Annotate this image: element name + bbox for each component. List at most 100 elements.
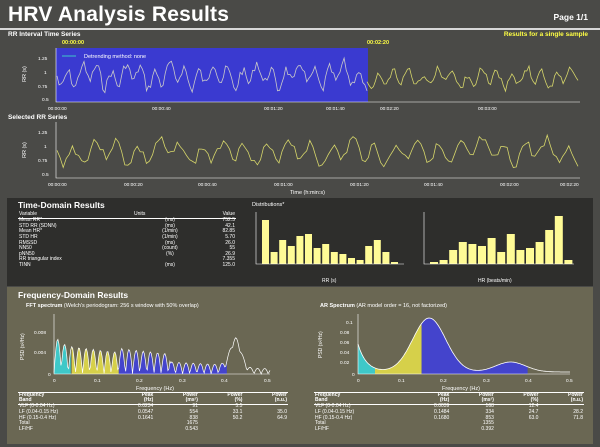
table-cell: 91 [192,403,198,410]
hf-band [421,318,528,374]
histogram-bar [487,238,496,264]
table-cell: 752.5 [222,217,235,224]
histogram-bar [545,230,554,264]
table-cell: 7.355 [222,256,235,263]
table-cell: 0.392 [481,425,494,432]
x-tick: 00:03:00 [478,106,497,112]
col-header: (ms²) [185,397,198,404]
table-row: LF (0.04-0.15 Hz) 0.0547 554 33.1 35.0 [18,408,288,416]
histogram-bar [391,262,398,264]
table-cell: Total [19,420,30,427]
y-tick: 0 [352,372,355,378]
x-tick: 0.1 [398,378,405,384]
histogram-bar [262,220,269,264]
y-tick: 0.75 [38,158,48,164]
rr-line-selected [56,56,368,94]
window-end-time: 00:02:20 [367,40,390,46]
y-tick: 0.1 [346,320,353,326]
x-tick: 00:01:00 [274,182,293,188]
x-tick: 00:00:00 [48,106,67,112]
fft-title: FFT spectrum [26,303,63,309]
col-header: Power [271,391,287,398]
y-tick: 0.5 [42,97,49,103]
rr-axes [55,48,580,103]
table-row: STD RR (SDNN) (ms) 42.1 [18,222,236,230]
hr-distribution-chart: HR (beats/min) [423,212,574,284]
x-axis-label: Frequency (Hz) [136,386,174,392]
table-row: Total 1355 [314,421,584,427]
col-header: (Hz) [143,397,154,404]
x-tick: 0.4 [525,378,532,384]
selection-window[interactable] [56,48,368,102]
fft-spectrum-chart: 0.008 0.004 0 PSD (s²/Hz) 0 0.1 0.2 0.3 … [20,314,271,392]
table-cell: 168 [485,403,494,410]
y-tick: 1.25 [38,56,48,62]
y-tick: 0.004 [34,350,46,356]
table-cell: pNN50 [19,250,35,257]
header-divider [0,28,600,30]
col-header: Variable [19,211,37,217]
col-header: Power [227,391,243,398]
y-tick: 0 [48,372,51,378]
report-title: HRV Analysis Results [8,3,230,26]
table-cell: 35.0 [277,408,287,415]
table-cell [406,427,451,433]
table-cell: HF (0.15-0.4 Hz) [19,414,57,421]
x-tick: 0.3 [179,378,186,384]
table-cell: 0.1484 [434,408,450,415]
table-row: Total 1675 [18,421,288,427]
table-cell: RR triangular index [19,256,62,263]
window-start-time: 00:00:00 [62,40,85,46]
table-cell: (count) [162,245,178,252]
x-tick: 0.4 [221,378,228,384]
x-tick: 0.1 [94,378,101,384]
histogram-bar [305,234,312,264]
table-cell: LF (0.04-0.15 Hz) [19,408,59,415]
y-tick: 0.08 [340,330,350,336]
table-cell: Mean HR* [19,228,43,235]
time-domain-title: Time-Domain Results [18,200,105,210]
table-cell: 26.0 [225,239,235,246]
y-tick: 0.5 [42,172,49,178]
x-tick: 00:01:40 [326,106,345,112]
x-axis-label: HR (beats/min) [478,278,512,284]
table-cell: 42.1 [225,222,235,229]
col-header: Frequency [315,391,341,398]
histogram-bar [339,254,347,264]
table-cell: LF/HF [315,425,329,432]
x-tick: 00:02:20 [560,182,579,188]
fft-title-row: FFT spectrum (Welch's periodogram: 256 s… [26,303,199,309]
y-tick: 0.04 [340,350,350,356]
ar-spectrum-chart: 0.1 0.08 0.06 0.04 0.02 0 PSD (s²/Hz) 0 … [318,314,573,392]
table-cell: (1/min) [162,228,178,235]
table-cell: 0.543 [185,425,198,432]
histogram-bar [535,242,544,264]
histogram-bar [506,234,515,264]
y-tick: 0.06 [340,340,350,346]
histogram-bar [270,252,278,264]
table-row: HF (0.15-0.4 Hz) 0.1680 853 63.0 71.8 [314,415,584,422]
table-row: LF/HF 0.392 [314,425,584,433]
col-header: (Hz) [439,397,450,404]
x-tick: 00:02:00 [500,182,519,188]
table-rule [314,392,584,393]
ar-axes [357,314,570,375]
x-tick: 00:00:40 [152,106,171,112]
table-cell: VLF (0-0.04 Hz) [19,403,55,410]
table-cell: 838 [189,414,198,421]
x-tick: 00:01:40 [424,182,443,188]
rr-series-chart[interactable]: Detrending method: none 1.25 1 0.75 0.5 … [0,46,600,116]
table-row: STD HR (1/min) 5.70 [18,234,236,241]
table-cell: 28.2 [573,408,583,415]
col-header: (%) [234,397,243,404]
col-header: Units [133,211,146,217]
table-cell: Total [315,420,326,427]
histogram-bar [449,250,458,264]
rr-line-remaining [366,64,579,93]
table-cell: (ms) [164,217,175,224]
table-cell: TINN [19,261,31,268]
table-cell: 0.0234 [138,403,154,410]
ar-title: AR Spectrum [320,303,355,309]
table-header-row: Frequency Peak Power Power Power [314,391,584,399]
selected-axes [55,122,580,179]
